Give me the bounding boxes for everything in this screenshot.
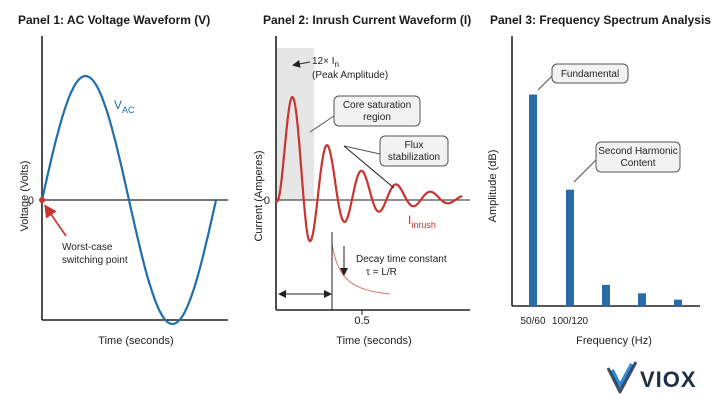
spectrum-bar-5 <box>674 299 682 306</box>
fundamental-callout <box>551 63 629 84</box>
panel3-y-label: Amplitude (dB) <box>487 150 499 223</box>
panel1-y-label: Voltage (Volts) <box>19 161 31 232</box>
panel3-title: Panel 3: Frequency Spectrum Analysis <box>490 13 711 27</box>
inrush-label: Iinrush <box>408 213 436 230</box>
flux-label-1: Flux <box>405 140 424 151</box>
peak-amplitude-label-2: (Peak Amplitude) <box>312 70 388 81</box>
worst-case-arrow <box>44 204 67 237</box>
panel1-zero-label: 0 <box>28 195 34 207</box>
flux-pointer-2 <box>343 145 395 189</box>
vac-label: VAC <box>114 98 135 115</box>
spectrum-bar-1 <box>529 94 537 306</box>
core-saturation-label-2: region <box>363 112 391 123</box>
flux-label-2: stabilization <box>388 152 440 163</box>
decay-label-2: τ = L/R <box>366 267 397 278</box>
voltage-sine-wave <box>40 74 218 326</box>
panel-frequency-spectrum: Panel 3: Frequency Spectrum Analysis Amp… <box>487 13 711 347</box>
panel2-title: Panel 2: Inrush Current Waveform (I) <box>263 13 471 27</box>
fundamental-pointer <box>537 75 553 91</box>
inrush-current-wave <box>275 95 463 243</box>
spectrum-tick-labels: 50/60 100/120 <box>520 316 588 327</box>
panel1-title: Panel 1: AC Voltage Waveform (V) <box>18 13 210 27</box>
viox-logo-mark-icon <box>610 363 634 388</box>
worst-case-label-2: switching point <box>62 255 128 266</box>
second-harmonic-callout <box>595 141 681 173</box>
core-saturation-callout <box>333 95 421 127</box>
viox-brand-name: VIOX <box>640 367 697 392</box>
spectrum-tick-label-2: 100/120 <box>552 316 589 327</box>
panel2-x-label: Time (seconds) <box>336 335 411 347</box>
panel2-x-tick-label: 0.5 <box>354 315 369 327</box>
panel2-zero-label: 0 <box>264 195 270 207</box>
spectrum-bar-4 <box>638 293 646 306</box>
panel-voltage-waveform: Panel 1: AC Voltage Waveform (V) 0 Volta… <box>18 13 228 347</box>
panel-inrush-current: Panel 2: Inrush Current Waveform (I) 0 C… <box>253 13 471 347</box>
decay-envelope <box>331 243 391 295</box>
viox-logo-outline-icon <box>606 361 638 394</box>
core-saturation-pointer <box>309 115 335 133</box>
peak-arrow <box>292 59 311 68</box>
spectrum-bars <box>529 94 682 306</box>
second-harmonic-pointer <box>573 159 597 183</box>
worst-case-label-1: Worst-case <box>62 242 113 253</box>
second-harmonic-label-2: Content <box>620 158 655 169</box>
fundamental-label: Fundamental <box>561 69 619 80</box>
viox-logo: VIOX <box>606 361 697 394</box>
worst-case-point <box>39 197 45 203</box>
peak-amplitude-label-1: 12× In <box>312 56 339 69</box>
panel1-x-label: Time (seconds) <box>98 335 173 347</box>
panel2-y-label: Current (Amperes) <box>253 150 265 241</box>
spectrum-bar-3 <box>602 284 610 306</box>
spectrum-bar-2 <box>566 189 574 306</box>
core-saturation-label-1: Core saturation <box>343 100 411 111</box>
panel3-x-label: Frequency (Hz) <box>576 335 652 347</box>
flux-pointer-1 <box>343 145 381 155</box>
spectrum-tick-label-1: 50/60 <box>520 316 545 327</box>
second-harmonic-label-1: Second Harmonic <box>598 146 677 157</box>
decay-label-1: Decay time constant <box>356 254 447 265</box>
flux-stabilization-callout <box>379 135 449 167</box>
